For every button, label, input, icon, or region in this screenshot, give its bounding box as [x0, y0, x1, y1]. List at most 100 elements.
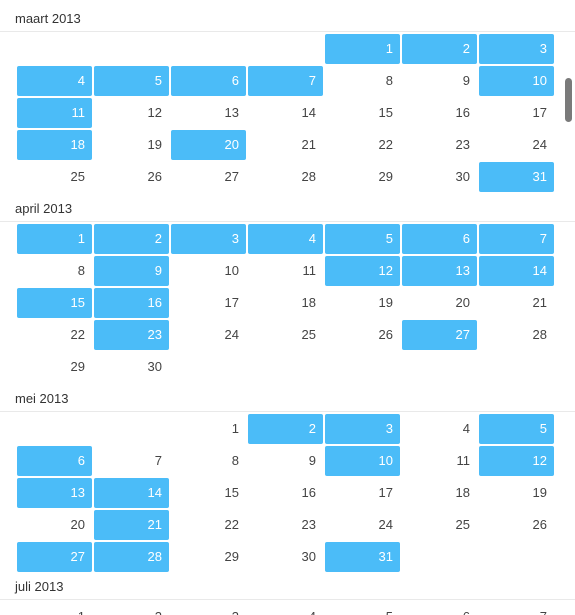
day-cell[interactable]: 27 — [224, 169, 239, 184]
day-cell[interactable]: 4 — [248, 602, 323, 615]
day-cell[interactable]: 15 — [378, 105, 393, 120]
day-cell[interactable]: 30 — [455, 169, 470, 184]
day-cell[interactable]: 29 — [378, 169, 393, 184]
day-cell[interactable]: 28 — [301, 169, 316, 184]
day-cell[interactable]: 30 — [147, 359, 162, 374]
day-cell[interactable]: 18 — [455, 485, 470, 500]
day-cell[interactable]: 23 — [301, 517, 316, 532]
day-cell[interactable]: 2 — [248, 414, 323, 444]
day-cell[interactable]: 7 — [154, 453, 162, 468]
day-cell[interactable]: 2 — [94, 224, 169, 254]
day-cell[interactable]: 13 — [402, 256, 477, 286]
day-cell[interactable]: 12 — [147, 105, 162, 120]
day-cell[interactable]: 17 — [532, 105, 547, 120]
day-cell[interactable]: 25 — [455, 517, 470, 532]
day-cell[interactable]: 16 — [94, 288, 169, 318]
day-cell[interactable]: 23 — [455, 137, 470, 152]
day-cell[interactable]: 24 — [224, 327, 239, 342]
day-cell[interactable]: 26 — [147, 169, 162, 184]
day-cell[interactable]: 6 — [402, 602, 477, 615]
day-cell[interactable]: 18 — [17, 130, 92, 160]
day-cell[interactable]: 7 — [479, 602, 554, 615]
day-cell[interactable]: 9 — [308, 453, 316, 468]
day-cell[interactable]: 25 — [70, 169, 85, 184]
day-cell[interactable]: 20 — [70, 517, 85, 532]
day-cell[interactable]: 16 — [455, 105, 470, 120]
day-cell[interactable]: 15 — [224, 485, 239, 500]
day-cell[interactable]: 2 — [94, 602, 169, 615]
day-cell[interactable]: 3 — [171, 602, 246, 615]
day-cell[interactable]: 5 — [325, 224, 400, 254]
day-cell[interactable]: 13 — [224, 105, 239, 120]
day-cell[interactable]: 24 — [532, 137, 547, 152]
day-cell[interactable]: 21 — [94, 510, 169, 540]
day-cell[interactable]: 26 — [532, 517, 547, 532]
day-cell[interactable]: 21 — [532, 295, 547, 310]
day-cell[interactable]: 19 — [147, 137, 162, 152]
day-cell[interactable]: 5 — [479, 414, 554, 444]
day-cell[interactable]: 12 — [479, 446, 554, 476]
day-cell[interactable]: 14 — [301, 105, 316, 120]
day-cell[interactable]: 17 — [378, 485, 393, 500]
day-cell[interactable]: 28 — [532, 327, 547, 342]
day-cell[interactable]: 1 — [17, 602, 92, 615]
day-cell[interactable]: 20 — [171, 130, 246, 160]
day-cell[interactable]: 1 — [17, 224, 92, 254]
day-cell[interactable]: 22 — [224, 517, 239, 532]
day-cell[interactable]: 12 — [325, 256, 400, 286]
day-cell[interactable]: 13 — [17, 478, 92, 508]
day-cell[interactable]: 29 — [70, 359, 85, 374]
day-cell[interactable]: 28 — [94, 542, 169, 572]
day-cell[interactable]: 2 — [402, 34, 477, 64]
day-cell[interactable]: 3 — [171, 224, 246, 254]
day-cell[interactable]: 18 — [301, 295, 316, 310]
day-cell[interactable]: 6 — [402, 224, 477, 254]
day-cell[interactable]: 16 — [301, 485, 316, 500]
day-cell[interactable]: 6 — [17, 446, 92, 476]
day-cell[interactable]: 7 — [248, 66, 323, 96]
day-cell[interactable]: 4 — [17, 66, 92, 96]
day-cell[interactable]: 27 — [17, 542, 92, 572]
day-cell[interactable]: 8 — [385, 73, 393, 88]
day-cell[interactable]: 10 — [224, 263, 239, 278]
day-cell[interactable]: 19 — [532, 485, 547, 500]
day-cell[interactable]: 8 — [77, 263, 85, 278]
day-cell[interactable]: 1 — [325, 34, 400, 64]
day-cell[interactable]: 25 — [301, 327, 316, 342]
day-cell[interactable]: 4 — [462, 421, 470, 436]
day-cell[interactable]: 29 — [224, 549, 239, 564]
day-cell[interactable]: 14 — [479, 256, 554, 286]
day-cell[interactable]: 23 — [94, 320, 169, 350]
day-cell[interactable]: 11 — [302, 263, 317, 278]
day-cell[interactable]: 11 — [456, 453, 471, 468]
day-cell[interactable]: 24 — [378, 517, 393, 532]
day-cell[interactable]: 14 — [94, 478, 169, 508]
day-cell[interactable]: 20 — [455, 295, 470, 310]
day-cell[interactable]: 22 — [70, 327, 85, 342]
day-cell[interactable]: 5 — [94, 66, 169, 96]
day-cell[interactable]: 21 — [301, 137, 316, 152]
day-cell[interactable]: 9 — [462, 73, 470, 88]
day-cell[interactable]: 31 — [479, 162, 554, 192]
day-cell[interactable]: 9 — [94, 256, 169, 286]
day-cell[interactable]: 26 — [378, 327, 393, 342]
day-cell[interactable]: 19 — [378, 295, 393, 310]
day-cell[interactable]: 15 — [17, 288, 92, 318]
day-cell[interactable]: 3 — [325, 414, 400, 444]
vertical-scrollbar[interactable] — [565, 78, 572, 122]
day-cell[interactable]: 7 — [479, 224, 554, 254]
day-cell[interactable]: 6 — [171, 66, 246, 96]
day-cell[interactable]: 5 — [325, 602, 400, 615]
day-cell[interactable]: 11 — [17, 98, 92, 128]
day-cell[interactable]: 10 — [479, 66, 554, 96]
day-cell[interactable]: 4 — [248, 224, 323, 254]
day-cell[interactable]: 1 — [231, 421, 239, 436]
day-cell[interactable]: 10 — [325, 446, 400, 476]
day-cell[interactable]: 8 — [231, 453, 239, 468]
day-cell[interactable]: 17 — [224, 295, 239, 310]
day-cell[interactable]: 27 — [402, 320, 477, 350]
day-cell[interactable]: 22 — [378, 137, 393, 152]
day-cell[interactable]: 3 — [479, 34, 554, 64]
day-cell[interactable]: 30 — [301, 549, 316, 564]
